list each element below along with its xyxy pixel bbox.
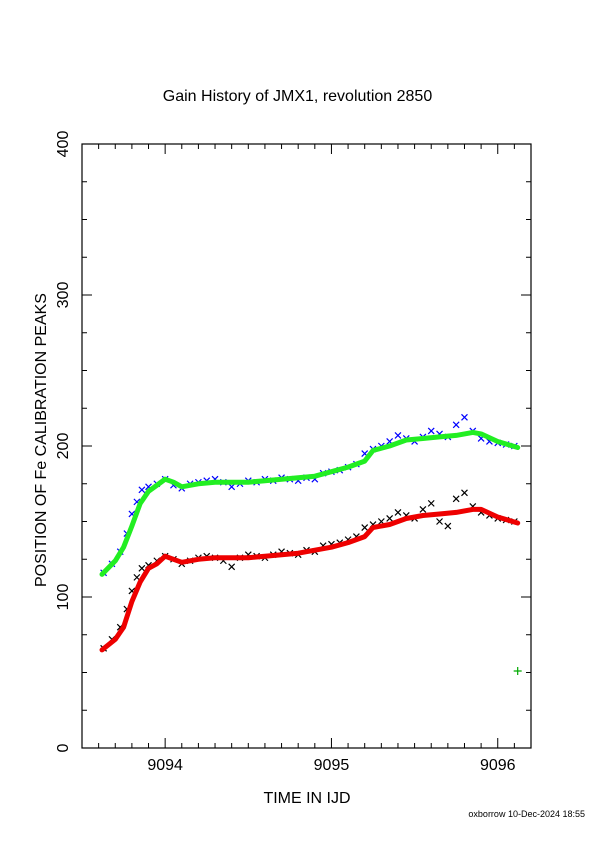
series-line xyxy=(99,506,521,653)
data-point xyxy=(394,432,402,439)
footer-credit: oxborrow 10-Dec-2024 18:55 xyxy=(468,809,585,819)
x-tick-label: 9095 xyxy=(314,757,350,774)
series-3 xyxy=(99,506,521,653)
y-tick-label: 200 xyxy=(55,433,72,460)
data-point xyxy=(452,421,460,429)
data-point xyxy=(386,515,394,522)
y-axis-label: POSITION OF Fe CALIBRATION PEAKS xyxy=(33,293,50,587)
x-tick-label: 9094 xyxy=(147,757,183,774)
y-tick-label: 100 xyxy=(55,584,72,611)
axis-ticks xyxy=(81,143,532,749)
series-2 xyxy=(99,429,521,577)
y-tick-label: 400 xyxy=(55,131,72,158)
x-tick-label: 9096 xyxy=(480,757,516,774)
data-point xyxy=(444,522,452,530)
y-tick-label: 300 xyxy=(55,282,72,309)
x-axis-label: TIME IN IJD xyxy=(263,790,351,807)
series-4 xyxy=(513,666,522,675)
data-point xyxy=(461,413,468,421)
data-point xyxy=(513,666,522,675)
data-point xyxy=(427,499,435,507)
series-line xyxy=(99,429,521,577)
chart-title: Gain History of JMX1, revolution 2850 xyxy=(162,88,433,105)
data-point xyxy=(361,524,369,531)
data-point xyxy=(228,563,236,571)
data-point xyxy=(427,427,435,435)
series-layer xyxy=(99,413,522,675)
data-point xyxy=(228,483,236,491)
data-point xyxy=(138,486,146,494)
data-point xyxy=(461,489,468,497)
data-point xyxy=(138,564,146,572)
plot-frame xyxy=(81,143,532,749)
y-tick-label: 0 xyxy=(55,743,72,752)
axis-tick-labels: 9094 9095 9096 0 100 200 300 400 xyxy=(55,131,516,774)
data-point xyxy=(394,509,402,516)
plot-area-border xyxy=(81,143,532,749)
data-point xyxy=(436,518,443,525)
data-point xyxy=(452,495,460,503)
data-point xyxy=(419,505,427,513)
